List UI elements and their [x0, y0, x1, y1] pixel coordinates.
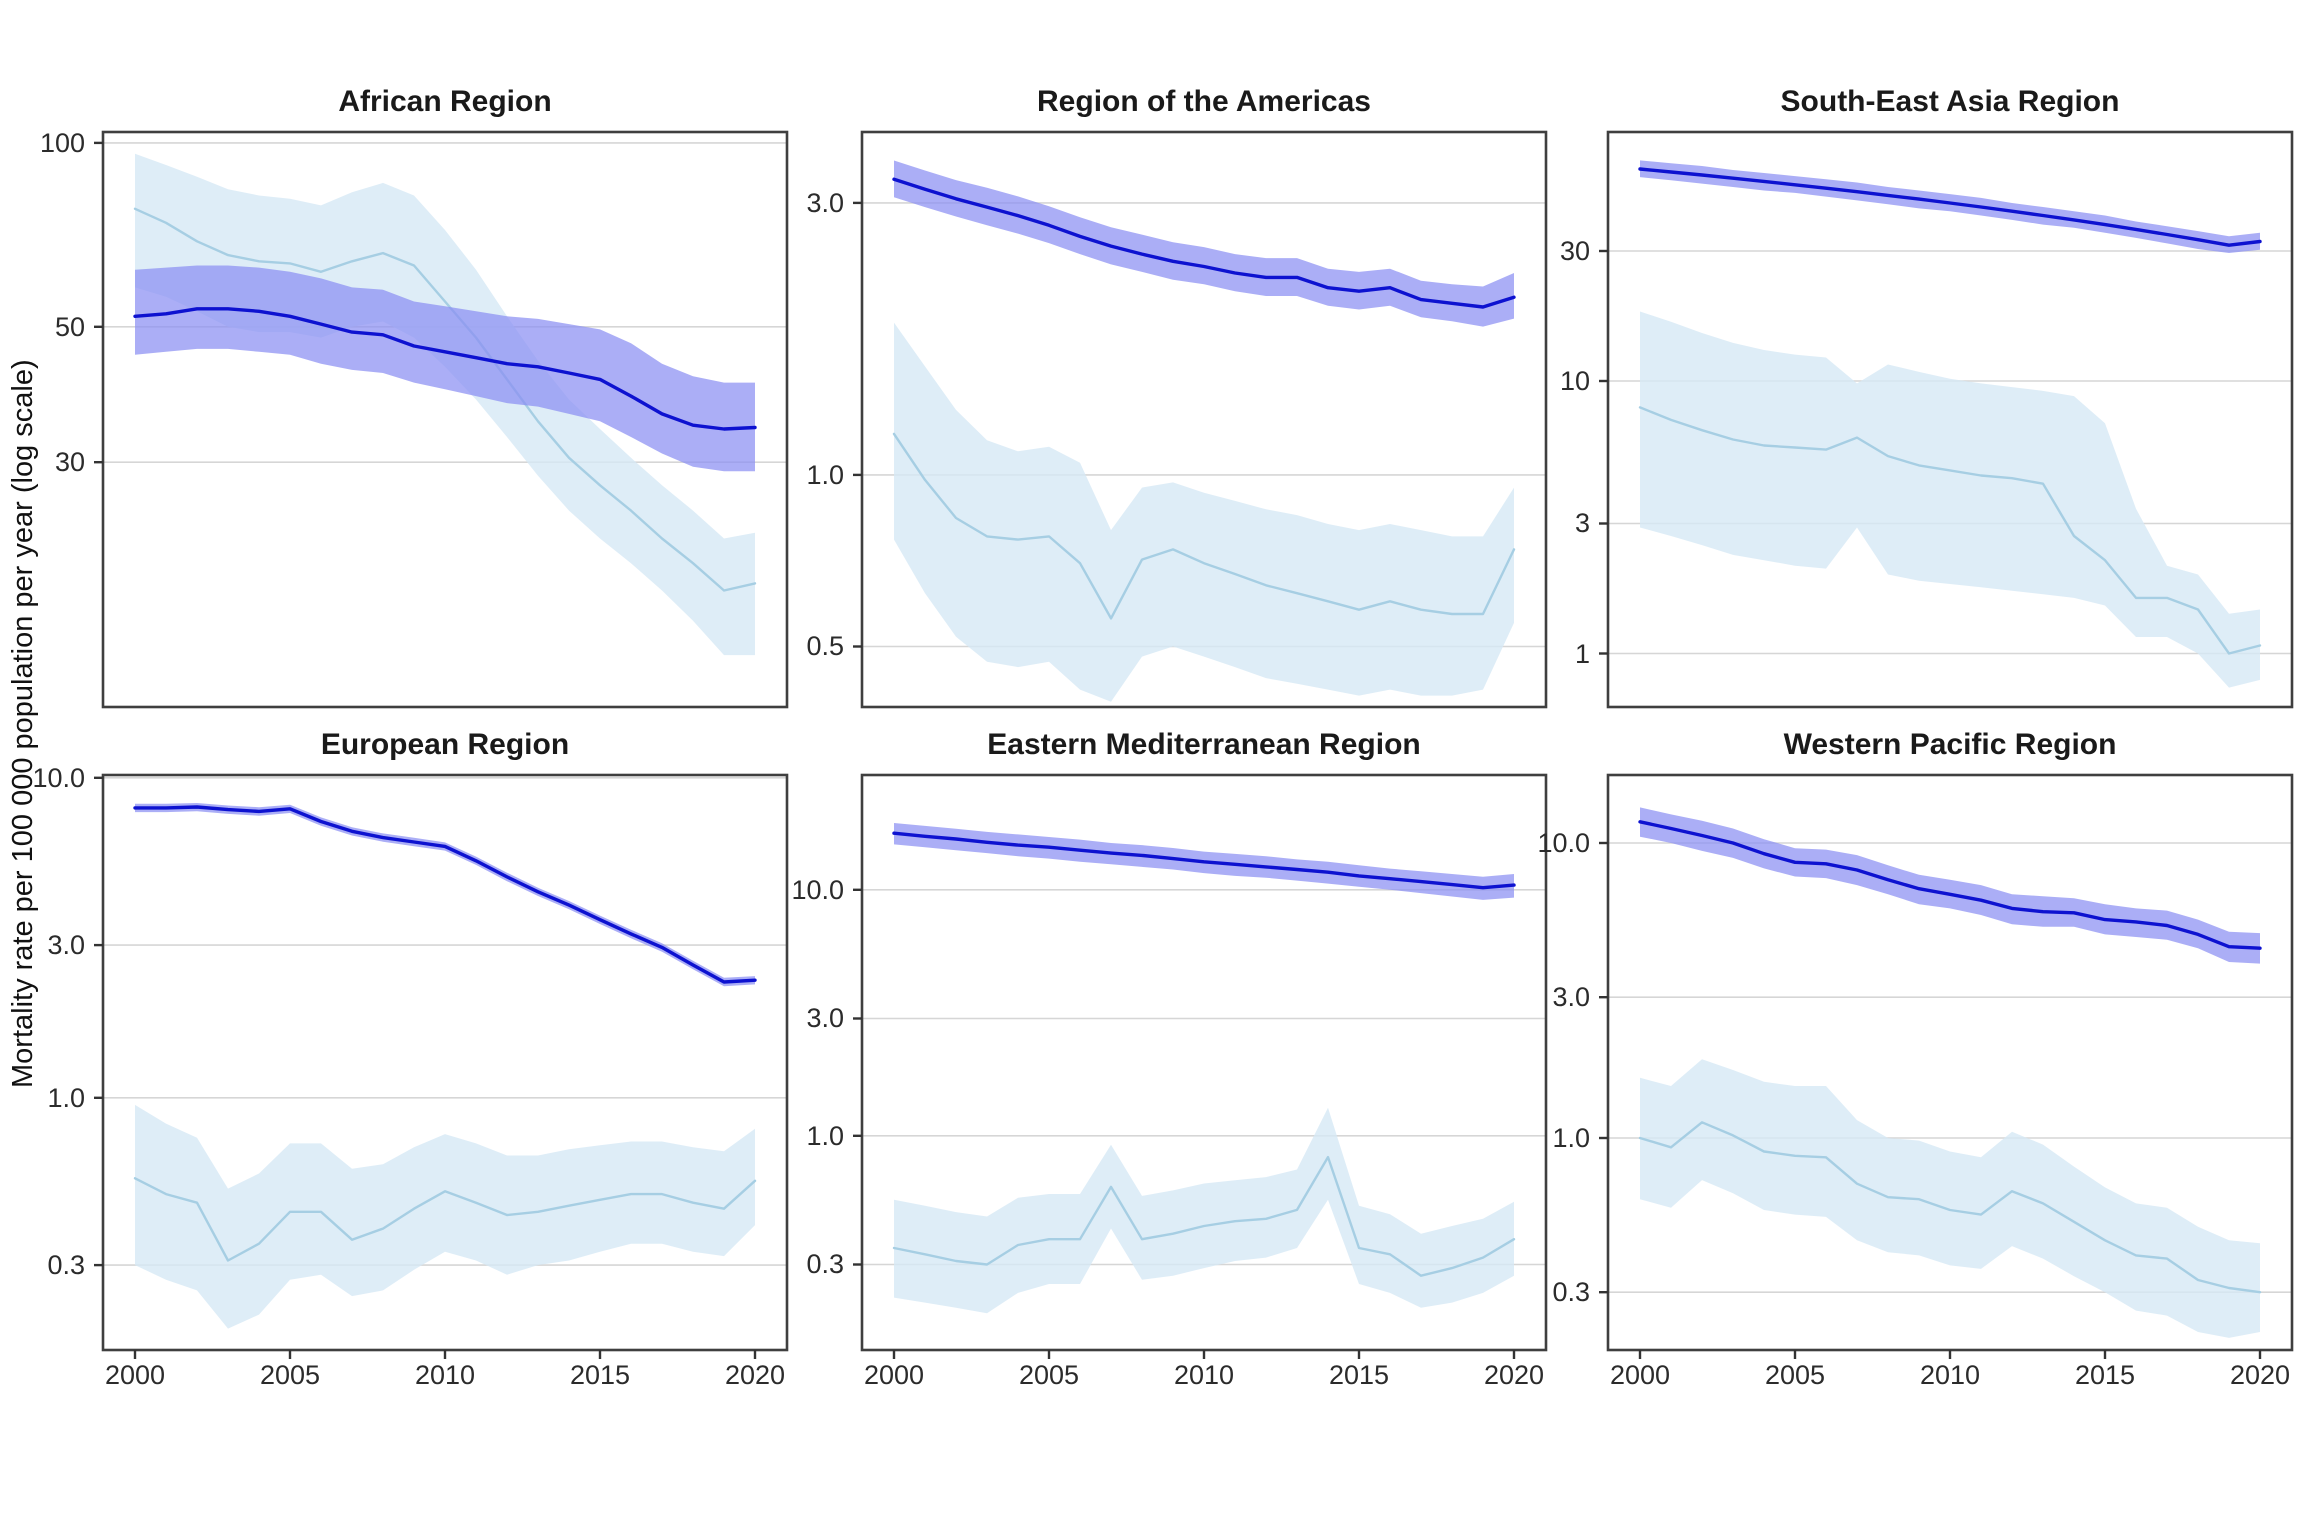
y-tick-label: 30	[54, 447, 85, 478]
x-tick-label: 2005	[259, 1360, 321, 1390]
y-tick-label: 0.3	[1552, 1277, 1590, 1308]
x-tick-label: 2005	[1764, 1360, 1826, 1390]
y-tick-label: 1	[1574, 638, 1590, 669]
y-tick-label: 3.0	[47, 930, 85, 961]
panel-title: South-East Asia Region	[1780, 85, 2120, 118]
panel-title: African Region	[338, 85, 552, 118]
y-tick-label: 0.3	[47, 1250, 85, 1281]
x-tick-label: 2015	[1328, 1360, 1390, 1390]
y-tick-label: 3.0	[806, 187, 844, 218]
x-tick-label: 2020	[2229, 1360, 2291, 1390]
x-tick-label: 2005	[1018, 1360, 1080, 1390]
x-tick-label: 2010	[1173, 1360, 1235, 1390]
panel-title: Western Pacific Region	[1783, 728, 2117, 761]
panel-title: European Region	[320, 728, 570, 761]
panel-title: Region of the Americas	[1037, 85, 1371, 118]
panel-title: Eastern Mediterranean Region	[987, 728, 1421, 761]
y-tick-label: 100	[39, 127, 85, 158]
y-tick-label: 10	[1559, 366, 1590, 396]
x-tick-label: 2010	[1919, 1360, 1981, 1390]
x-tick-label: 2000	[104, 1360, 166, 1390]
x-tick-label: 2000	[863, 1360, 925, 1390]
y-tick-label: 3.0	[1552, 982, 1590, 1013]
y-tick-label: 1.0	[1552, 1122, 1590, 1153]
y-tick-label: 0.5	[806, 631, 844, 662]
y-tick-label: 1.0	[47, 1082, 85, 1113]
y-tick-label: 10.0	[32, 762, 85, 793]
y-tick-label: 3.0	[806, 1003, 844, 1034]
x-tick-label: 2010	[414, 1360, 476, 1390]
y-tick-label: 0.3	[806, 1249, 844, 1280]
x-tick-label: 2000	[1609, 1360, 1671, 1390]
x-tick-label: 2015	[569, 1360, 631, 1390]
y-tick-label: 1.0	[806, 459, 844, 490]
y-tick-label: 1.0	[806, 1120, 844, 1151]
y-tick-label: 50	[54, 311, 85, 342]
x-tick-label: 2020	[1483, 1360, 1545, 1390]
x-tick-label: 2020	[724, 1360, 786, 1390]
x-tick-label: 2015	[2074, 1360, 2136, 1390]
y-tick-label: 10.0	[1537, 827, 1590, 858]
y-tick-label: 3	[1574, 508, 1590, 539]
y-tick-label: 10.0	[791, 874, 844, 905]
y-tick-label: 30	[1559, 235, 1590, 266]
